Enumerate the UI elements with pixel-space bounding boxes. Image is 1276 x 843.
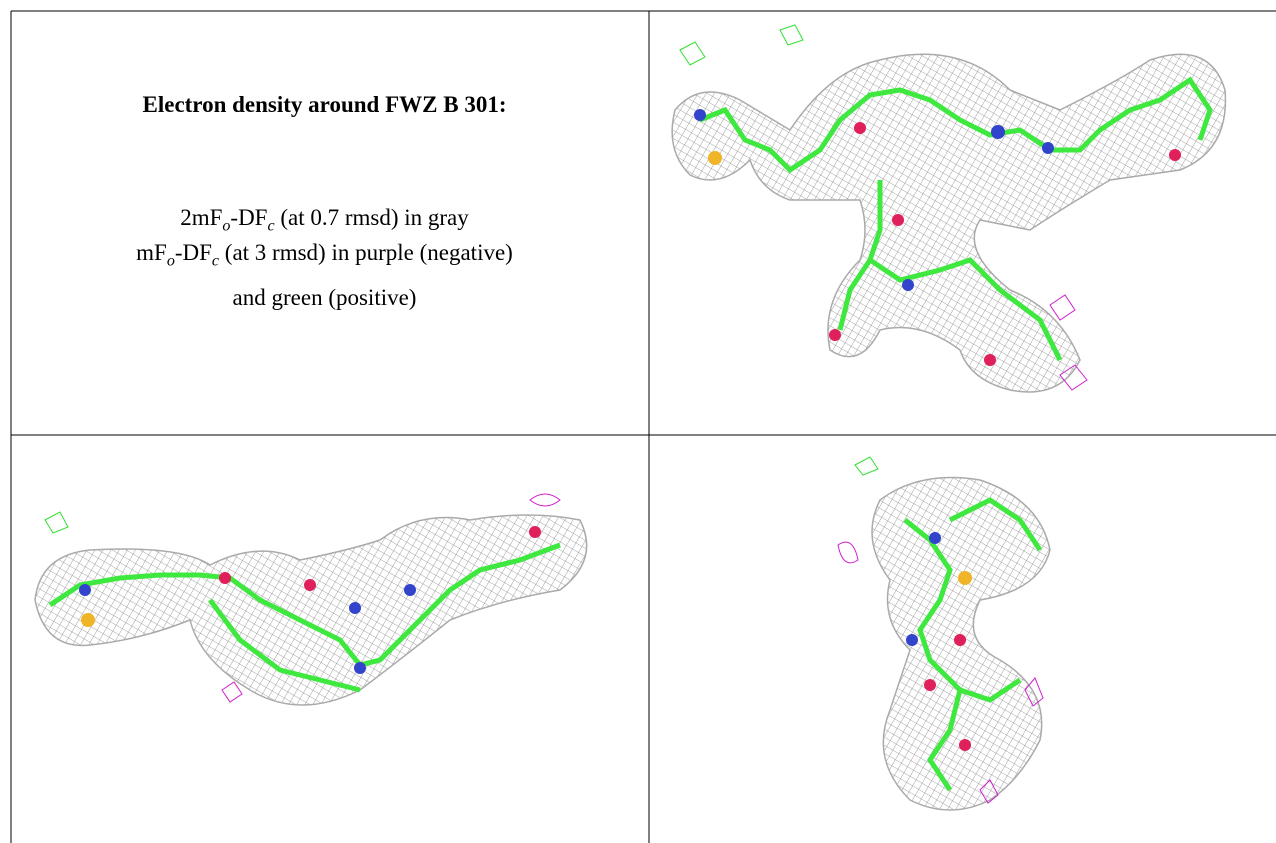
panel-title: Electron density around FWZ B 301: (142, 92, 507, 117)
legend-text: and green (positive) (232, 285, 417, 310)
legend-text: mF (136, 240, 167, 265)
legend-line: 2mFo-DFc (at 0.7 rmsd) in gray (0, 205, 649, 236)
legend-subscript: c (211, 252, 220, 270)
density-panel (837, 456, 1051, 811)
legend-line: mFo-DFc (at 3 rmsd) in purple (negative) (0, 240, 649, 271)
legend-subscript: o (166, 252, 175, 270)
density-panel (671, 24, 1227, 393)
legend-subscript: o (222, 217, 231, 235)
legend-subscript: c (267, 217, 275, 235)
legend-text: (at 3 rmsd) in purple (negative) (219, 240, 513, 265)
legend-text: 2mF (180, 205, 223, 230)
legend-text: -DF (174, 240, 212, 265)
legend-text: -DF (230, 205, 268, 230)
density-panel (34, 493, 588, 706)
legend-line: and green (positive) (0, 285, 649, 311)
legend-text: (at 0.7 rmsd) in gray (274, 205, 469, 230)
